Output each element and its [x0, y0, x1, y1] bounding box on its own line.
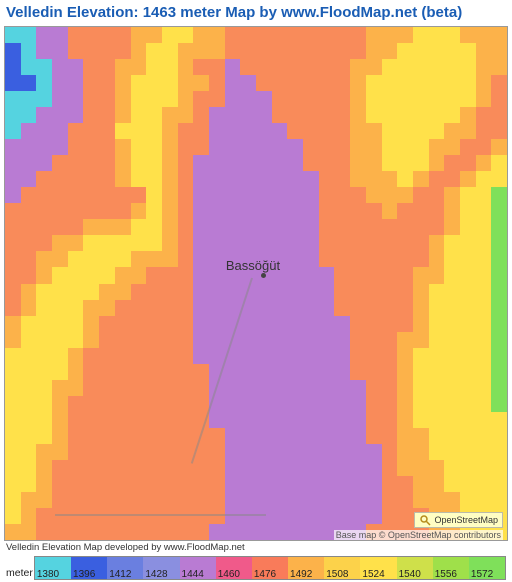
- legend-swatch: 1412: [107, 556, 143, 580]
- legend-tick: 1508: [326, 569, 348, 580]
- legend-swatch: 1460: [216, 556, 252, 580]
- legend-tick: 1492: [290, 569, 312, 580]
- page-title: Velledin Elevation: 1463 meter Map by ww…: [0, 0, 512, 26]
- legend-tick: 1380: [37, 569, 59, 580]
- legend-swatch: 1572: [469, 556, 506, 580]
- legend-unit-label: meter: [6, 567, 34, 580]
- legend-tick: 1572: [471, 569, 493, 580]
- legend-swatch: 1508: [324, 556, 360, 580]
- legend-swatch: 1540: [397, 556, 433, 580]
- legend-tick: 1540: [399, 569, 421, 580]
- legend-swatch: 1556: [433, 556, 469, 580]
- heatmap-grid: [5, 27, 507, 540]
- legend-tick: 1476: [254, 569, 276, 580]
- legend-swatch: 1428: [143, 556, 179, 580]
- elevation-map[interactable]: Bassöğüt OpenStreetMap Base map © OpenSt…: [4, 26, 508, 541]
- legend-swatch: 1396: [71, 556, 107, 580]
- legend-swatch: 1524: [360, 556, 396, 580]
- legend-swatch: 1380: [34, 556, 71, 580]
- legend-tick: 1460: [218, 569, 240, 580]
- legend-tick: 1524: [362, 569, 384, 580]
- page-container: Velledin Elevation: 1463 meter Map by ww…: [0, 0, 512, 582]
- legend-tick: 1396: [73, 569, 95, 580]
- basemap-credit: Base map © OpenStreetMap contributors: [334, 530, 503, 540]
- legend-tick: 1444: [182, 569, 204, 580]
- search-icon: [419, 514, 431, 526]
- osm-attribution-text: OpenStreetMap: [434, 515, 498, 525]
- legend-tick: 1556: [435, 569, 457, 580]
- osm-attribution[interactable]: OpenStreetMap: [414, 512, 503, 528]
- color-legend: meter 1380 1396 1412 1428 1444 1460 1476 1492 15…: [0, 554, 512, 582]
- developer-credit: Velledin Elevation Map developed by www.…: [0, 541, 512, 554]
- legend-tick: 1428: [145, 569, 167, 580]
- legend-tick: 1412: [109, 569, 131, 580]
- legend-swatch: 1492: [288, 556, 324, 580]
- legend-swatch: 1444: [180, 556, 216, 580]
- road-segment: [55, 514, 266, 516]
- legend-swatch: 1476: [252, 556, 288, 580]
